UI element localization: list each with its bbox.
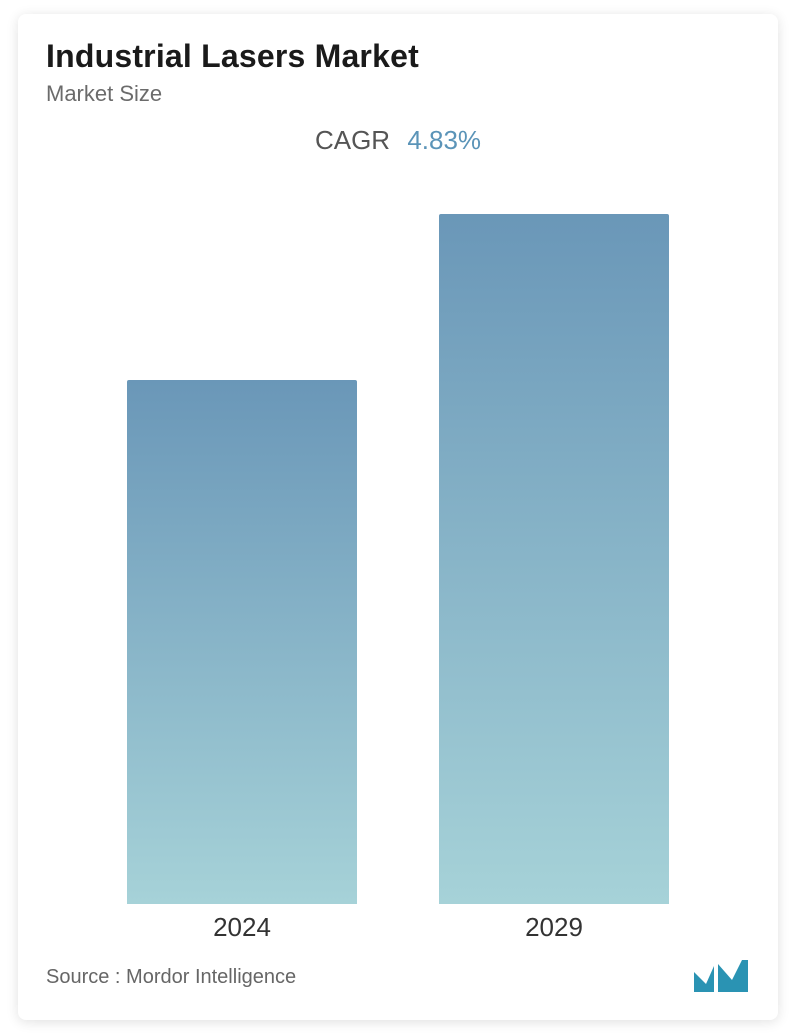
cagr-row: CAGR 4.83%	[46, 125, 750, 156]
chart-footer: Source : Mordor Intelligence	[46, 954, 750, 1000]
bar-group	[424, 214, 684, 904]
bar-group	[112, 380, 372, 904]
page-subtitle: Market Size	[46, 81, 750, 107]
bars-row	[46, 176, 750, 904]
bar	[439, 214, 669, 904]
cagr-value: 4.83%	[407, 125, 481, 155]
bar	[127, 380, 357, 904]
cagr-label: CAGR	[315, 125, 390, 155]
labels-row: 2024 2029	[46, 904, 750, 954]
mordor-logo-icon	[692, 958, 750, 996]
bar-chart: 2024 2029	[46, 176, 750, 954]
bar-category-label: 2024	[112, 904, 372, 954]
chart-card: Industrial Lasers Market Market Size CAG…	[18, 14, 778, 1020]
source-text: Source : Mordor Intelligence	[46, 966, 296, 989]
bar-category-label: 2029	[424, 904, 684, 954]
page-title: Industrial Lasers Market	[46, 38, 750, 75]
